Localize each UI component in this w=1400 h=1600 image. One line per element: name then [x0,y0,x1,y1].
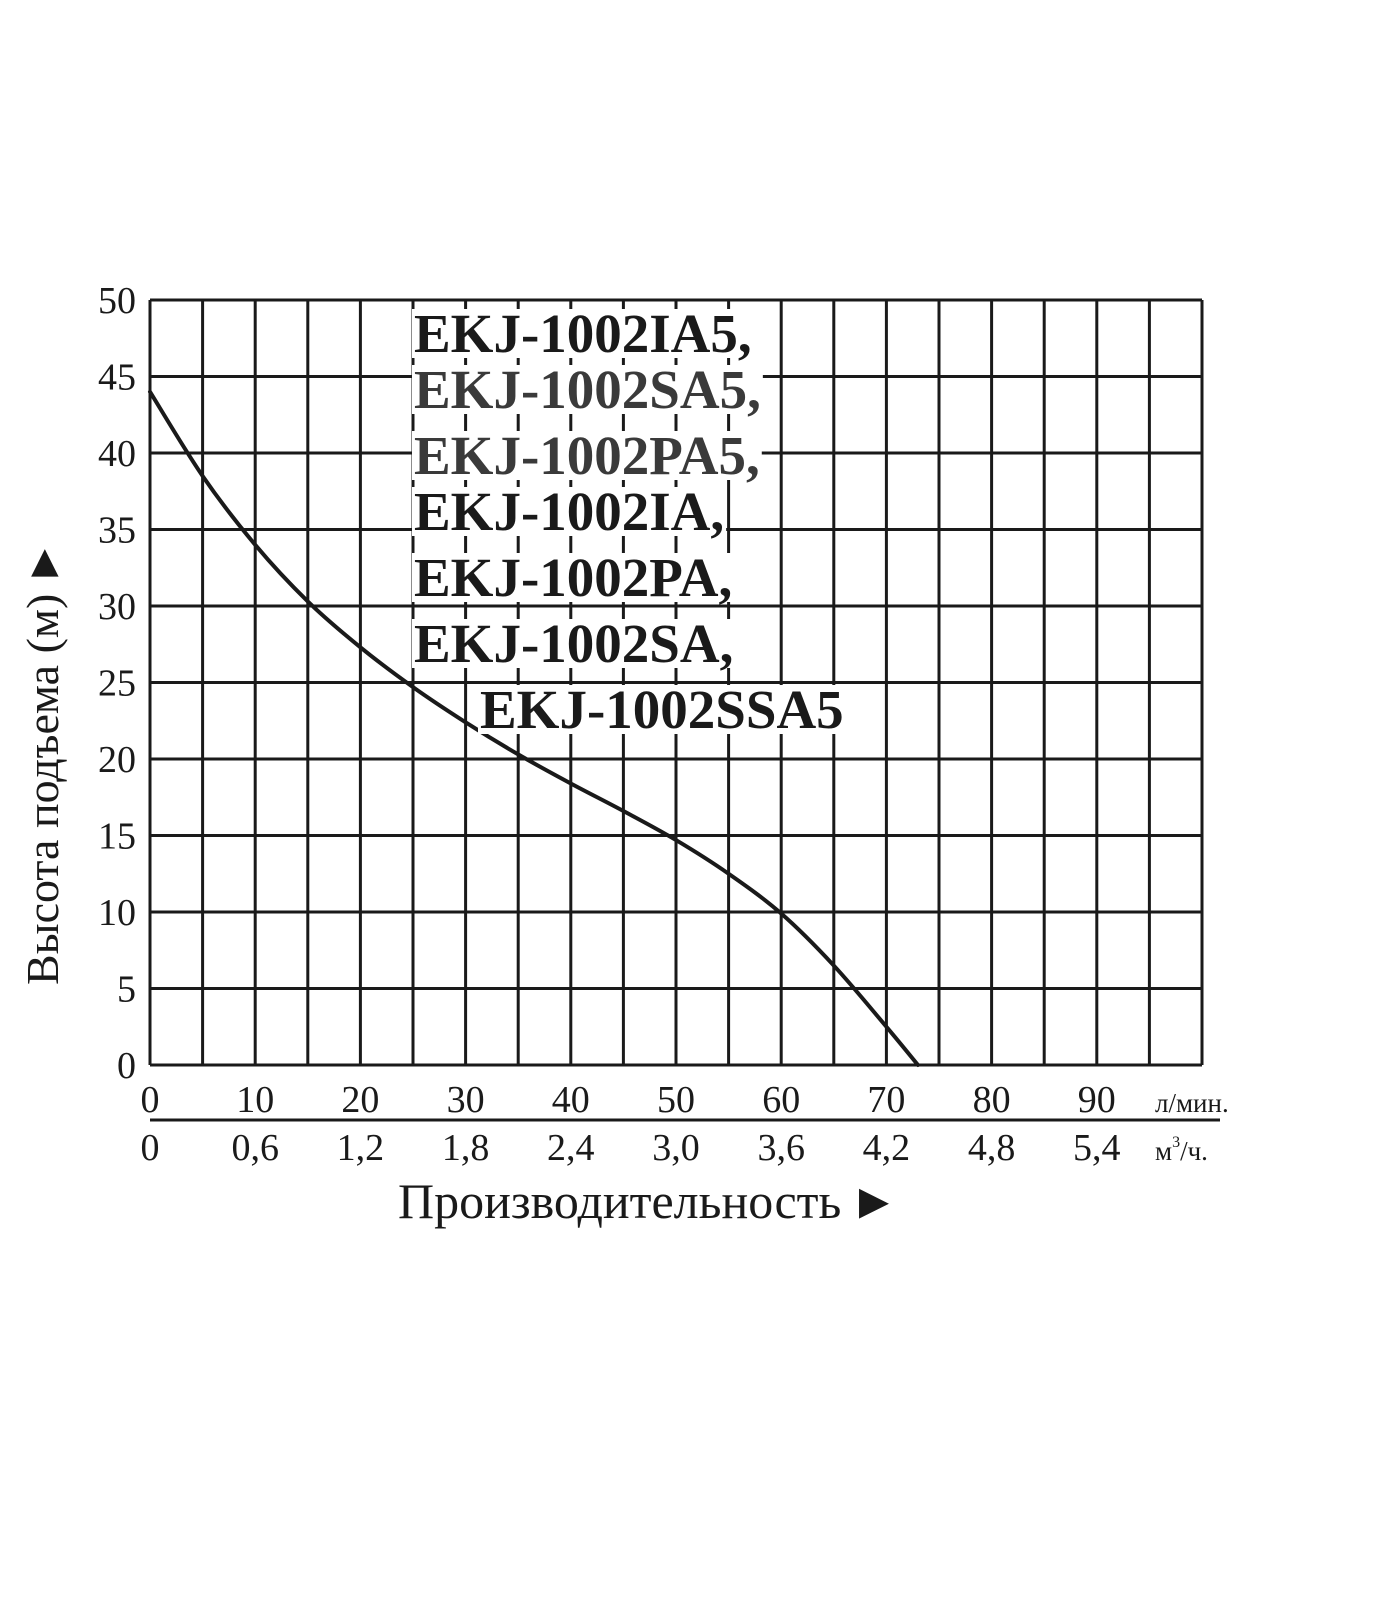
y-tick-label: 50 [98,280,136,322]
x-tick-label: 90 [1078,1079,1116,1121]
model-label-background [412,309,754,358]
model-label-background [412,619,736,668]
x-tick-label: 80 [973,1079,1011,1121]
model-label: EKJ-1002IA5, [414,303,752,364]
y-tick-labels: 0 5 10 15 20 25 30 35 40 45 50 [98,280,136,1087]
model-label: EKJ-1002IA, [414,481,724,542]
y-tick-label: 5 [117,969,136,1011]
x-tick-labels: 0 10 20 30 40 50 60 70 80 90 [141,1079,1116,1121]
model-label-background [412,365,763,414]
model-label: EKJ-1002SA, [414,613,733,674]
x-tick-label: 20 [341,1079,379,1121]
y-tick-label: 25 [98,663,136,705]
model-label: EKJ-1002PA5, [414,425,760,486]
y-tick-label: 35 [98,510,136,552]
y-axis-title: Высота подъема (м)► [17,540,68,985]
model-labels: EKJ-1002IA5,EKJ-1002SA5,EKJ-1002PA5,EKJ-… [412,303,846,740]
y-tick-label: 40 [98,433,136,475]
model-label-background [412,487,727,536]
x2-tick-label: 0,6 [231,1127,279,1169]
model-label-background [412,431,762,480]
x2-tick-label: 4,8 [968,1127,1016,1169]
x2-tick-label: 1,2 [337,1127,385,1169]
x-tick-label: 70 [867,1079,905,1121]
performance-curve [148,389,920,1067]
model-label: EKJ-1002SA5, [414,359,761,420]
x2-tick-label: 3,0 [652,1127,700,1169]
x-tick-label: 50 [657,1079,695,1121]
y-tick-label: 10 [98,892,136,934]
x2-tick-label: 1,8 [442,1127,490,1169]
x-tick-label: 30 [447,1079,485,1121]
x-tick-label: 60 [762,1079,800,1121]
y-tick-label: 15 [98,816,136,858]
y-tick-label: 20 [98,739,136,781]
x-tick-label: 0 [141,1079,160,1121]
x-tick-label: 10 [236,1079,274,1121]
model-label-background [478,685,846,734]
x2-tick-label: 0 [141,1127,160,1169]
x2-tick-label: 5,4 [1073,1127,1121,1169]
x2-unit-label: м3/ч. [1155,1134,1208,1166]
x-unit-label: л/мин. [1155,1088,1229,1118]
x2-tick-label: 3,6 [757,1127,805,1169]
y-tick-label: 45 [98,357,136,399]
model-label-background [412,553,735,602]
x2-tick-label: 2,4 [547,1127,595,1169]
x2-tick-labels: 0 0,6 1,2 1,8 2,4 3,0 3,6 4,2 4,8 5,4 [141,1127,1121,1169]
y-tick-label: 30 [98,586,136,628]
x-axis-title: Производительность ► [398,1173,899,1229]
model-label: EKJ-1002SSA5 [480,679,844,740]
x-tick-label: 40 [552,1079,590,1121]
y-tick-label: 0 [117,1045,136,1087]
model-label: EKJ-1002PA, [414,547,732,608]
x2-tick-label: 4,2 [863,1127,911,1169]
curve-layer [148,389,920,1067]
